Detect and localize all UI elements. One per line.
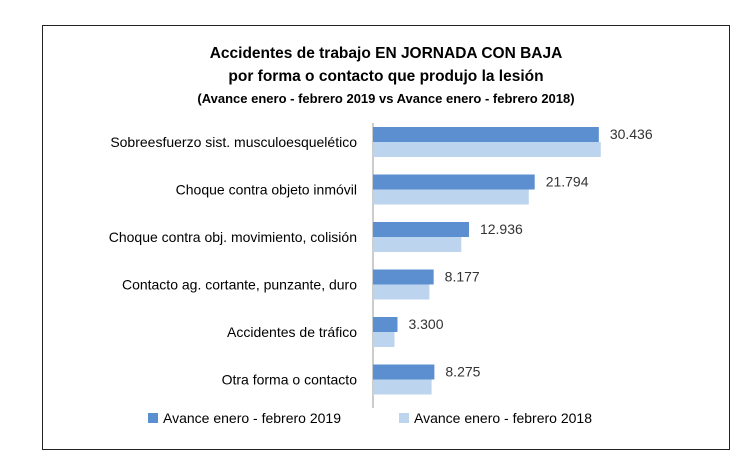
legend-swatch <box>399 413 409 423</box>
category-label: Accidentes de tráfico <box>227 324 357 340</box>
bar-2019 <box>373 127 599 142</box>
bar-2019 <box>373 174 535 190</box>
data-label: 12.936 <box>480 221 523 237</box>
bar-2018 <box>373 142 601 157</box>
bar-2019 <box>373 222 469 237</box>
data-label: 30.436 <box>610 126 653 142</box>
bar-2019 <box>373 269 434 285</box>
bar-2018 <box>373 284 430 300</box>
data-label: 21.794 <box>546 174 589 190</box>
category-label: Sobreesfuerzo sist. musculoesquelético <box>110 134 357 150</box>
data-label: 8.177 <box>445 269 480 285</box>
legend-label: Avance enero - febrero 2018 <box>414 410 592 426</box>
data-label: 3.300 <box>408 316 443 332</box>
bar-2018 <box>373 332 395 347</box>
category-label: Otra forma o contacto <box>222 372 358 388</box>
data-label: 8.275 <box>445 364 480 380</box>
bar-2019 <box>373 317 398 332</box>
category-label: Choque contra objeto inmóvil <box>176 182 357 198</box>
bar-2018 <box>373 237 462 252</box>
legend-swatch <box>148 413 158 423</box>
category-label: Choque contra obj. movimiento, colisión <box>109 229 357 245</box>
chart-subtitle: (Avance enero - febrero 2019 vs Avance e… <box>197 91 574 106</box>
chart-title-line-1: Accidentes de trabajo EN JORNADA CON BAJ… <box>210 45 563 62</box>
bar-2018 <box>373 189 529 205</box>
bar-2019 <box>373 364 435 380</box>
chart-title-line-2: por forma o contacto que produjo la lesi… <box>228 68 543 85</box>
legend-label: Avance enero - febrero 2019 <box>163 410 341 426</box>
category-label: Contacto ag. cortante, punzante, duro <box>122 277 357 293</box>
bar-2018 <box>373 379 432 395</box>
